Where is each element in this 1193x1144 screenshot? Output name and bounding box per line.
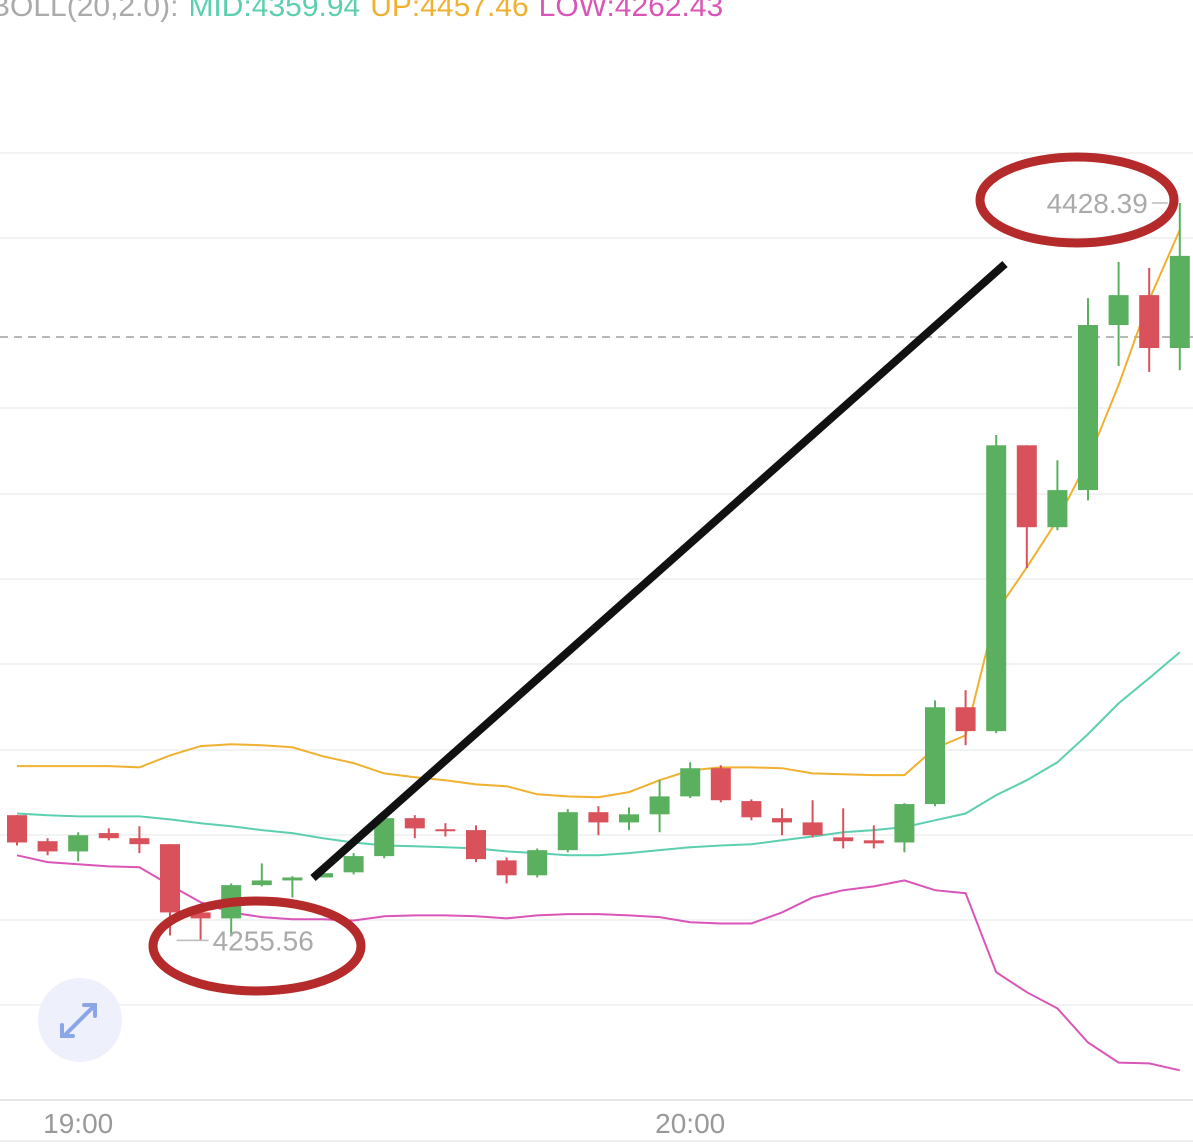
candle-body: [619, 814, 639, 823]
candle-body: [1139, 295, 1160, 349]
legend-item: BOLL(20,2.0):: [0, 0, 178, 23]
band-line: [17, 229, 1181, 799]
candle-body: [527, 850, 548, 876]
highlight-ellipse: [148, 896, 366, 996]
candle-body: [894, 804, 915, 843]
candle-body: [313, 873, 333, 878]
legend-item: UP:4457.46: [370, 0, 528, 23]
candle-body: [833, 837, 854, 842]
candle-body: [802, 822, 823, 836]
candle-body: [1016, 445, 1037, 528]
candle-body: [37, 841, 58, 852]
high-marker-label: 4428.39: [1047, 188, 1148, 219]
candle-body: [251, 880, 272, 886]
candle-body: [680, 768, 701, 797]
candle-body: [925, 707, 945, 805]
legend-item: MID:4359.94: [188, 0, 360, 23]
candle-body: [557, 812, 578, 851]
candle-body: [1108, 295, 1129, 325]
grid: [0, 152, 1193, 1142]
plot-area: [7, 203, 1190, 1072]
expand-button[interactable]: [38, 978, 122, 1062]
indicator-legend: BOLL(20,2.0): MID:4359.94 UP:4457.46 LOW:42…: [0, 0, 723, 23]
candle-body: [496, 860, 517, 876]
candle-body: [98, 833, 119, 839]
band-line: [16, 651, 1181, 857]
candle-body: [435, 829, 456, 832]
candle-body: [955, 707, 976, 732]
candle-body: [649, 796, 670, 815]
candle-body: [7, 815, 27, 843]
candle-body: [129, 838, 150, 845]
candle-body: [741, 801, 762, 818]
candle-body: [1047, 490, 1068, 528]
candle-body: [68, 835, 89, 852]
candle-body: [986, 445, 1007, 732]
candle-body: [710, 768, 731, 801]
x-tick-label: 19:00: [43, 1108, 113, 1139]
candle-body: [404, 818, 425, 829]
candle-body: [588, 812, 609, 823]
candle-body: [772, 818, 792, 823]
highlight-ellipse: [975, 152, 1179, 248]
candle-body: [343, 856, 364, 873]
candle-body: [374, 818, 395, 857]
candle-body: [160, 844, 180, 913]
low-marker-label: 4255.56: [213, 925, 314, 956]
legend-item: LOW:4262.43: [539, 0, 724, 23]
expand-icon[interactable]: [60, 1003, 97, 1038]
candle-body: [863, 840, 884, 844]
candle-body: [282, 877, 303, 881]
candle-body: [190, 912, 211, 919]
x-tick-label: 20:00: [655, 1108, 725, 1139]
drawn-trend-line: [310, 261, 1008, 881]
candle-body: [1169, 255, 1190, 349]
candle-body: [1078, 324, 1098, 491]
band-line: [16, 854, 1181, 1072]
candle-body: [466, 830, 486, 860]
